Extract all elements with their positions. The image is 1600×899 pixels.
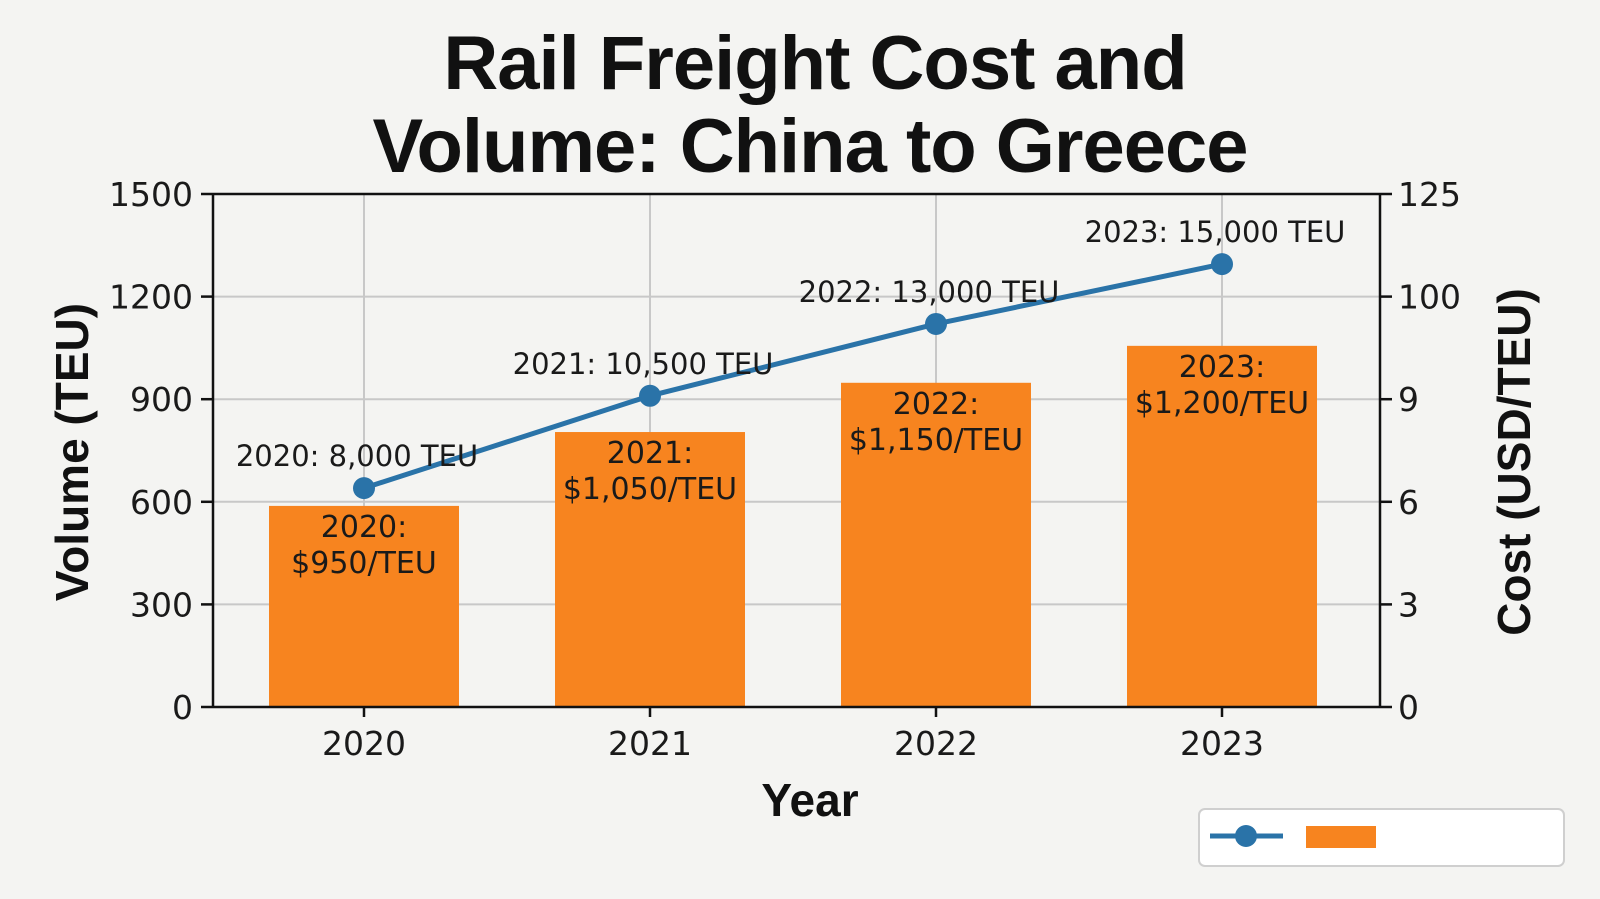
volume-line-series: [353, 253, 1233, 500]
cost-data-label-value: $1,050/TEU: [563, 472, 737, 507]
legend-bar-swatch: [1306, 826, 1376, 848]
chart-title: Rail Freight Cost and Volume: China to G…: [372, 21, 1248, 189]
y-left-tick-label: 1200: [109, 278, 193, 317]
tick-labels: 0 0 300 3 600 6 900 9 1200 100 1500 125 2020 2021 2022…: [109, 175, 1461, 763]
y-left-tick-label: 900: [130, 380, 193, 419]
x-tick-label: 2023: [1180, 724, 1264, 763]
y-right-tick-label: 100: [1398, 278, 1461, 317]
cost-bar: [1127, 345, 1317, 707]
legend: [1198, 808, 1565, 867]
chart-title-line-2: Volume: China to Greece: [372, 104, 1247, 189]
cost-data-label-year: 2023:: [1179, 350, 1265, 385]
cost-data-label-value: $1,150/TEU: [849, 423, 1023, 458]
y-right-tick-label: 3: [1398, 585, 1419, 624]
x-tick-label: 2020: [322, 724, 406, 763]
cost-data-label-year: 2022:: [893, 387, 979, 422]
y-right-tick-label: 6: [1398, 483, 1419, 522]
cost-data-label-year: 2020:: [321, 510, 407, 545]
volume-line: [363, 261, 1223, 491]
x-tick-label: 2022: [894, 724, 978, 763]
y-left-tick-label: 600: [130, 483, 193, 522]
volume-data-label: 2023: 15,000 TEU: [1085, 215, 1346, 249]
volume-data-label: 2022: 13,000 TEU: [799, 275, 1060, 309]
y-left-tick-label: 0: [172, 688, 193, 727]
axes: [201, 192, 1392, 717]
y-right-tick-label: 125: [1398, 175, 1461, 214]
data-labels: 2020: 8,000 TEU 2021: 10,500 TEU 2022: 13,…: [236, 215, 1346, 581]
axis-titles: Year Volume (TEU) Cost (USD/TEU): [46, 288, 1540, 826]
cost-data-label-year: 2021:: [607, 436, 693, 471]
volume-point: [353, 477, 375, 500]
y-left-tick-label: 300: [130, 585, 193, 624]
volume-point: [925, 312, 947, 335]
y-right-tick-label: 0: [1398, 688, 1419, 727]
legend-box: [1198, 808, 1565, 867]
cost-bar: [269, 505, 459, 707]
cost-bar: [555, 432, 745, 707]
cost-bars: [269, 345, 1317, 707]
cost-data-label-value: $950/TEU: [291, 546, 437, 581]
volume-point: [639, 384, 661, 407]
volume-data-label: 2020: 8,000 TEU: [236, 439, 478, 473]
y-axis-left-title: Volume (TEU): [46, 303, 98, 601]
x-tick-label: 2021: [608, 724, 692, 763]
y-axis-right-title: Cost (USD/TEU): [1488, 288, 1540, 636]
y-right-tick-label: 9: [1398, 380, 1419, 419]
cost-bar: [841, 382, 1031, 707]
volume-data-label: 2021: 10,500 TEU: [513, 347, 774, 381]
legend-line-marker: [1235, 825, 1257, 847]
cost-data-label-value: $1,200/TEU: [1135, 386, 1309, 421]
y-left-tick-label: 1500: [109, 175, 193, 214]
chart-title-line-1: Rail Freight Cost and: [443, 21, 1186, 106]
volume-point: [1211, 253, 1233, 276]
x-axis-title: Year: [761, 774, 858, 826]
